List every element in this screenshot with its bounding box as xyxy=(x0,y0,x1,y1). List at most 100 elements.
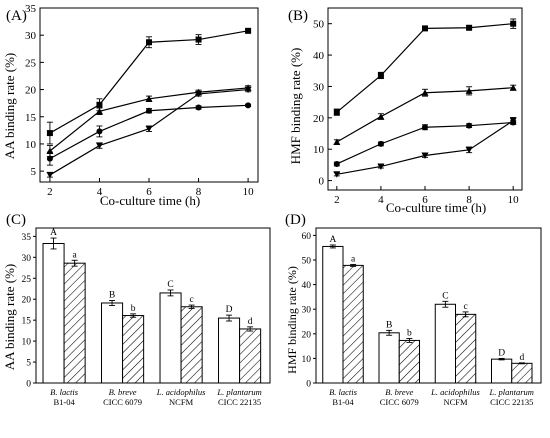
series-line-b-0 xyxy=(336,23,514,113)
panel-d-ylabel: HMF binding rate (%) xyxy=(285,266,299,374)
bar-d-0-1 xyxy=(342,264,364,384)
bar-d-3-1 xyxy=(511,362,533,384)
data-point-b-3-2 xyxy=(421,152,429,159)
panel-a-label: (A) xyxy=(6,8,27,24)
x-tick-label-b-2: 6 xyxy=(422,194,428,206)
significance-letter-c-2-1: c xyxy=(190,295,194,305)
data-point-a-0-1 xyxy=(96,101,103,108)
category-strain-c-0: B1-04 xyxy=(53,397,75,407)
bar-d-3-0 xyxy=(491,358,513,384)
y-tick-label-d-2: 20 xyxy=(302,330,312,340)
significance-letter-d-2-0: C xyxy=(442,291,448,301)
data-point-a-2-4 xyxy=(245,102,252,109)
bar-c-1-1 xyxy=(122,315,145,384)
y-tick-label-b-5: 50 xyxy=(313,19,325,31)
category-name-d-0: B. lactis xyxy=(329,387,358,397)
data-point-b-2-0 xyxy=(333,160,340,167)
y-tick-label-a-3: 20 xyxy=(25,85,37,97)
panel-d: (D) HMF binding rate (%) 0 10 20 30 40 50 60 Aa… xyxy=(285,212,542,407)
category-strain-c-1: CICC 6079 xyxy=(103,397,142,407)
x-tick-label-b-1: 4 xyxy=(378,194,384,206)
bar-c-2-1 xyxy=(180,306,203,384)
significance-letter-d-1-0: B xyxy=(386,320,392,330)
data-point-a-2-1 xyxy=(96,128,103,135)
category-name-c-2: L. acidophilus xyxy=(156,387,206,397)
significance-letter-d-0-0: A xyxy=(329,235,336,245)
category-strain-d-1: CICC 6079 xyxy=(380,397,419,407)
data-point-b-0-1 xyxy=(377,72,384,79)
x-tick-label-a-1: 4 xyxy=(97,186,103,198)
category-name-d-1: B. breve xyxy=(385,387,413,397)
series-line-a-3 xyxy=(49,88,249,176)
bar-d-0-0 xyxy=(322,245,344,384)
data-point-a-0-4 xyxy=(245,27,252,34)
y-tick-label-c-0: 0 xyxy=(26,380,31,390)
data-point-b-1-0 xyxy=(333,138,341,145)
data-point-a-0-2 xyxy=(146,39,152,46)
data-point-a-0-0 xyxy=(46,130,53,137)
category-strain-d-2: NCFM xyxy=(443,397,468,407)
panel-a-xlabel: Co-culture time (h) xyxy=(100,193,200,208)
data-point-a-3-0 xyxy=(46,171,54,179)
y-tick-label-a-1: 10 xyxy=(25,139,37,151)
data-point-a-3-1 xyxy=(95,142,103,150)
significance-letter-c-3-0: D xyxy=(226,305,233,315)
y-tick-label-b-4: 40 xyxy=(313,50,325,62)
significance-letter-d-2-1: c xyxy=(464,302,468,312)
data-point-a-3-2 xyxy=(145,125,153,133)
significance-letter-c-1-0: B xyxy=(109,290,115,300)
y-tick-label-c-6: 30 xyxy=(22,254,32,264)
bar-c-2-0 xyxy=(159,292,182,384)
y-tick-label-b-2: 20 xyxy=(313,113,325,125)
bar-c-3-1 xyxy=(239,328,262,384)
significance-letter-c-1-1: b xyxy=(131,304,136,314)
axes-frame-a xyxy=(39,7,259,183)
axes-frame-c xyxy=(35,227,271,384)
data-point-b-1-3 xyxy=(465,87,473,94)
plot-area-a: 2 4 6 8 10 5 10 15 20 25 30 35 xyxy=(25,3,259,198)
x-tick-label-a-3: 8 xyxy=(196,186,202,198)
significance-letter-d-3-0: D xyxy=(498,348,505,358)
significance-letter-c-0-0: A xyxy=(50,228,57,238)
x-tick-label-b-4: 10 xyxy=(508,194,520,206)
y-tick-label-b-3: 30 xyxy=(313,81,325,93)
bar-c-0-0 xyxy=(42,243,65,384)
data-point-b-0-2 xyxy=(422,25,428,32)
data-point-b-2-2 xyxy=(422,124,428,131)
bar-d-1-0 xyxy=(378,332,400,384)
y-tick-label-d-1: 10 xyxy=(302,355,312,365)
y-tick-label-d-0: 0 xyxy=(306,380,311,390)
data-point-a-3-3 xyxy=(195,90,203,98)
y-tick-label-c-7: 35 xyxy=(22,233,32,243)
y-tick-label-a-5: 30 xyxy=(25,30,37,42)
data-point-a-2-2 xyxy=(146,107,152,114)
category-name-c-3: L. plantarum xyxy=(216,387,261,397)
data-point-b-2-1 xyxy=(377,140,384,147)
data-point-a-1-1 xyxy=(95,107,103,115)
y-tick-label-a-4: 25 xyxy=(25,57,37,69)
y-tick-label-c-2: 10 xyxy=(22,338,32,348)
panel-c-label: (C) xyxy=(6,212,26,228)
bar-d-2-1 xyxy=(455,313,477,384)
x-tick-label-a-0: 2 xyxy=(47,186,53,198)
y-tick-label-d-6: 60 xyxy=(302,232,312,242)
panel-b-ylabel: HMF binding rate (%) xyxy=(288,48,303,165)
data-point-a-1-2 xyxy=(145,95,153,102)
y-tick-label-c-1: 5 xyxy=(26,359,31,369)
y-tick-label-d-3: 30 xyxy=(302,306,312,316)
data-point-b-2-3 xyxy=(466,122,473,129)
data-point-b-1-2 xyxy=(421,89,429,96)
bar-c-3-0 xyxy=(218,317,241,384)
axes-frame-b xyxy=(327,7,523,191)
category-name-d-2: L. acidophilus xyxy=(430,387,480,397)
category-strain-c-2: NCFM xyxy=(169,397,194,407)
y-tick-label-d-4: 40 xyxy=(302,281,312,291)
panel-d-label: (D) xyxy=(285,212,306,228)
bar-c-0-1 xyxy=(63,262,86,384)
significance-letter-c-3-1: d xyxy=(248,317,253,327)
significance-letter-d-3-1: d xyxy=(520,353,525,363)
y-tick-label-a-0: 5 xyxy=(31,166,37,178)
data-point-a-0-3 xyxy=(195,36,202,43)
